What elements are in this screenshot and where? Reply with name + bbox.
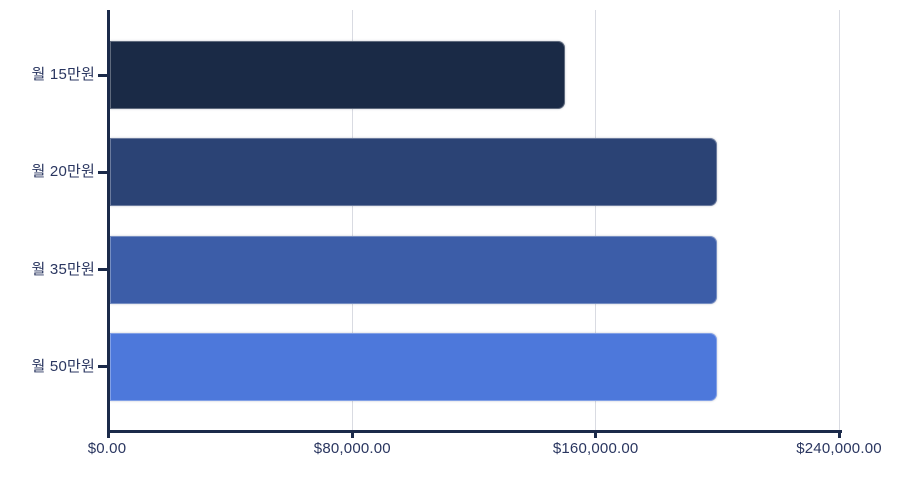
x-axis-label: $0.00 [87,440,127,457]
y-axis-label: 월 15만원 [31,66,95,83]
gridline [838,10,840,430]
bar [110,41,565,109]
gridline [351,10,353,430]
x-axis-line [107,430,842,433]
x-axis-tick [350,433,354,438]
x-axis-label: $240,000.00 [796,440,882,457]
gridline [595,10,597,430]
x-axis-tick [594,433,598,438]
bar [110,138,717,207]
x-axis-label: $160,000.00 [552,440,639,457]
y-axis-line [107,10,110,438]
x-axis-tick [837,433,841,438]
bar [110,235,717,304]
y-axis-tick [98,73,107,77]
y-axis-label: 월 20만원 [31,163,95,181]
y-axis-tick [98,268,107,272]
y-axis-label: 월 35만원 [31,260,95,278]
bar [110,332,717,401]
y-axis-tick [98,170,107,174]
y-axis-tick [98,365,107,369]
y-axis-label: 월 50만원 [31,357,95,375]
x-axis-label: $80,000.00 [313,440,391,457]
